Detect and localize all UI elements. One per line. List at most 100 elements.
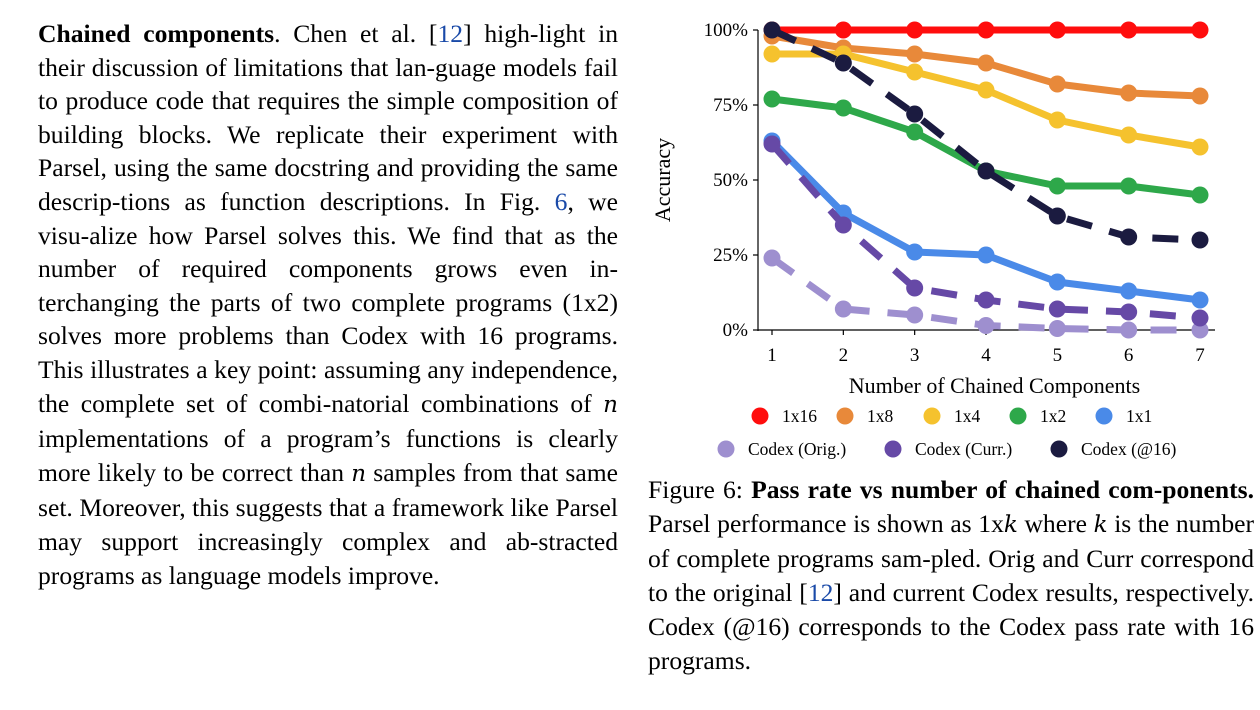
data-point (977, 21, 995, 39)
data-point (1120, 282, 1138, 300)
caption-text: ] and current Codex results, respectivel… (648, 578, 1254, 675)
data-point (1191, 87, 1209, 105)
data-point (1048, 75, 1066, 93)
data-point (1120, 84, 1138, 102)
figure-caption: Figure 6: Pass rate vs number of chained… (648, 473, 1254, 678)
data-point (763, 90, 781, 108)
data-point (906, 123, 924, 141)
data-point (763, 135, 781, 153)
data-point (763, 249, 781, 267)
data-point (1191, 186, 1209, 204)
citation-link[interactable]: 12 (437, 19, 464, 48)
legend-label: 1x4 (954, 406, 981, 426)
data-point (1048, 300, 1066, 318)
data-point (977, 246, 995, 264)
data-point (1048, 320, 1066, 337)
data-point (1048, 111, 1066, 129)
legend-label: 1x1 (1126, 406, 1152, 426)
legend-marker (923, 407, 941, 425)
legend-marker (1050, 440, 1068, 458)
math-variable: n (603, 391, 618, 418)
series-line-1x2 (771, 95, 1201, 199)
legend-label: Codex (@16) (1081, 439, 1177, 459)
data-point (977, 81, 995, 99)
data-point (1191, 138, 1209, 156)
data-point (906, 63, 924, 81)
x-tick-label: 7 (1195, 345, 1205, 366)
data-point (906, 21, 924, 39)
data-point (906, 243, 924, 261)
data-point (977, 162, 995, 180)
legend-label: 1x16 (782, 406, 817, 426)
data-point (1048, 273, 1066, 291)
data-point (1191, 321, 1209, 339)
legend-marker (1095, 407, 1113, 425)
data-point (1120, 177, 1138, 195)
y-tick-label: 50% (713, 170, 748, 191)
y-tick-label: 25% (713, 245, 748, 266)
data-point (1120, 126, 1138, 144)
math-variable: k (1093, 512, 1108, 538)
line-chart: 0% 25% 50% 75% 100% 1 2 3 4 5 6 7 Number of Chained … (650, 20, 1215, 459)
x-tick-label: 3 (910, 345, 920, 366)
data-point (763, 21, 781, 39)
figure-chart: 0% 25% 50% 75% 100% 1 2 3 4 5 6 7 Number of Chained … (640, 10, 1260, 465)
data-point (906, 279, 924, 297)
legend-label: 1x8 (867, 406, 894, 426)
legend-label: Codex (Curr.) (915, 439, 1012, 459)
data-point (1120, 21, 1138, 39)
data-point (1191, 21, 1209, 39)
caption-text: Parsel performance is shown as 1x (648, 509, 1004, 538)
data-point (977, 291, 995, 309)
math-variable: k (1003, 512, 1018, 538)
data-point (1191, 291, 1209, 309)
legend-marker (1009, 407, 1027, 425)
caption-text: where (1017, 509, 1094, 538)
figure-reference-link[interactable]: 6 (554, 186, 568, 216)
caption-title: Pass rate vs number of chained com-ponen… (751, 475, 1254, 504)
x-tick-label: 5 (1053, 345, 1063, 366)
math-variable: n (351, 460, 367, 487)
legend-marker (836, 407, 854, 425)
x-tick-label: 4 (981, 345, 991, 366)
data-point (1048, 207, 1066, 225)
data-point (906, 306, 924, 324)
data-point (906, 45, 924, 63)
data-point (763, 45, 781, 63)
data-point (834, 216, 852, 234)
y-axis-title: Accuracy (650, 138, 675, 222)
y-tick-label: 100% (704, 20, 749, 41)
data-point (977, 54, 995, 72)
legend-label: Codex (Orig.) (748, 439, 846, 459)
legend-marker (884, 440, 902, 458)
data-point (834, 21, 852, 39)
paragraph-text: . Chen et al. [ (274, 19, 438, 48)
data-point (834, 99, 852, 117)
paragraph-text: ] high-light in their discussion of limi… (38, 19, 618, 216)
y-tick-label: 0% (723, 320, 749, 341)
x-axis-title: Number of Chained Components (849, 373, 1140, 398)
data-point (834, 54, 852, 72)
data-point (1191, 231, 1209, 249)
data-point (1120, 303, 1138, 321)
data-point (906, 105, 924, 123)
citation-link[interactable]: 12 (807, 578, 834, 607)
legend-marker (717, 440, 735, 458)
data-point (977, 317, 995, 334)
data-point (834, 300, 852, 318)
paragraph-text: implementations of a program’s functions… (38, 424, 618, 487)
x-tick-label: 2 (839, 345, 849, 366)
data-point (1048, 21, 1066, 39)
legend-label: 1x2 (1040, 406, 1066, 426)
x-tick-label: 6 (1124, 345, 1134, 366)
caption-label: Figure 6: (648, 475, 743, 504)
body-paragraph: Chained components. Chen et al. [12] hig… (38, 17, 618, 592)
data-point (1191, 309, 1209, 327)
paragraph-text: samples from that same set. Moreover, th… (38, 457, 618, 590)
x-tick-label: 1 (767, 345, 777, 366)
data-point (1120, 228, 1138, 246)
caption-text: is the number of complete programs sam-p… (648, 509, 1254, 607)
legend-marker (751, 407, 769, 425)
paragraph-heading: Chained components (38, 19, 275, 48)
data-point (1048, 177, 1066, 195)
